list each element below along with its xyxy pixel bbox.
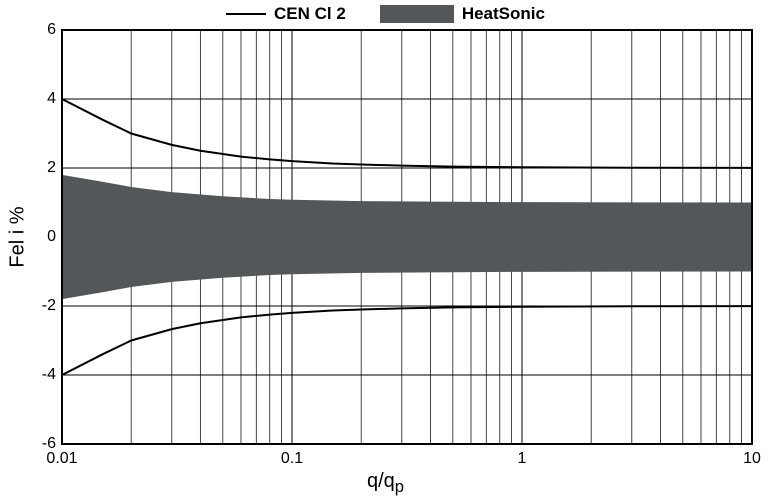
x-tick-label: 0.1: [281, 450, 303, 468]
legend-label-cen: CEN Cl 2: [274, 4, 346, 24]
legend: CEN Cl 2 HeatSonic: [0, 4, 771, 24]
legend-swatch-icon: [380, 5, 454, 23]
x-axis-label-main: q/q: [367, 470, 395, 492]
y-tick-label: -4: [42, 366, 56, 384]
legend-label-heatsonic: HeatSonic: [462, 4, 545, 24]
y-tick-label: 6: [47, 21, 56, 39]
series-heatsonic-band: [62, 175, 752, 299]
y-tick-label: 4: [47, 90, 56, 108]
series-cen-upper: [62, 99, 752, 168]
y-tick-label: 0: [47, 228, 56, 246]
x-axis-label-sub: p: [395, 477, 404, 496]
y-axis-label: Fel i %: [7, 206, 30, 267]
chart-container: CEN Cl 2 HeatSonic -6-4-202460.010.1110 …: [0, 0, 771, 504]
legend-item-cen: CEN Cl 2: [226, 4, 346, 24]
x-tick-label: 1: [518, 450, 527, 468]
y-tick-label: 2: [47, 159, 56, 177]
legend-item-heatsonic: HeatSonic: [380, 4, 545, 24]
series-cen-lower: [62, 306, 752, 375]
x-axis-label: q/qp: [0, 470, 771, 497]
legend-line-icon: [226, 13, 266, 15]
y-tick-label: -2: [42, 297, 56, 315]
plot-area: -6-4-202460.010.1110: [62, 30, 752, 444]
x-tick-label: 10: [743, 450, 761, 468]
x-tick-label: 0.01: [46, 450, 77, 468]
